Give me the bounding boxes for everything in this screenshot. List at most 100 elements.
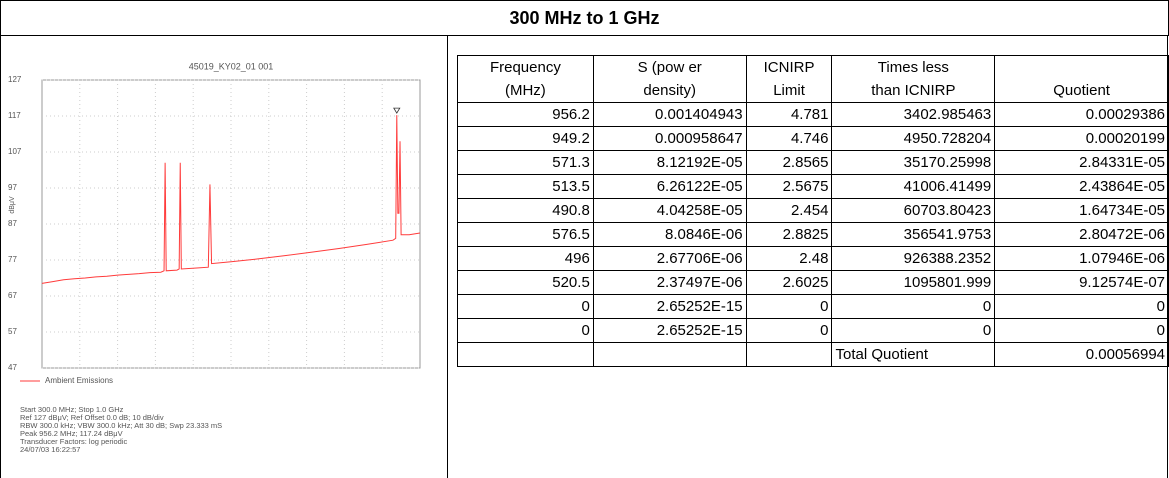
chart: 45019_KY02_01 001 dBμV 47 57 67 77 87 97 107 11…	[8, 61, 421, 454]
cell: 0	[994, 294, 1169, 319]
cell: 3402.985463	[831, 102, 996, 127]
annotation: RBW 300.0 kHz; VBW 300.0 kHz; Att 30 dB;…	[20, 421, 222, 430]
cell: 2.37497E-06	[592, 270, 747, 295]
cell: 2.43864E-05	[994, 174, 1169, 199]
header-text: ICNIRP	[763, 59, 815, 76]
header-text: (MHz)	[504, 82, 546, 99]
cell: 0	[745, 294, 833, 319]
cell: 356541.9753	[831, 222, 996, 247]
data-row: 0 2.65252E-15 0 0 0	[457, 318, 1169, 343]
cell: 2.5675	[745, 174, 833, 199]
cell: 2.84331E-05	[994, 150, 1169, 175]
cell: 4.04258E-05	[592, 198, 747, 223]
trace	[41, 115, 421, 284]
total-value: 0.00056994	[994, 342, 1169, 367]
section-title: 300 MHz to 1 GHz	[0, 0, 1169, 36]
cell: 0.00020199	[994, 126, 1169, 151]
cell: 0	[994, 318, 1169, 343]
header-text: than ICNIRP	[871, 82, 956, 99]
cell: 4950.728204	[831, 126, 996, 151]
header-text: S (pow er	[637, 59, 702, 76]
header-text: Frequency	[489, 59, 561, 76]
y-tick-label: 127	[8, 75, 22, 84]
y-tick-label: 107	[8, 147, 22, 156]
data-table: Frequency (MHz) S (pow er density) ICNIRP Lim…	[457, 55, 1169, 367]
cell: 1095801.999	[831, 270, 996, 295]
header-cell: Quotient	[994, 55, 1169, 103]
data-row: 513.5 6.26122E-05 2.5675 41006.41499 2.43864…	[457, 174, 1169, 199]
annotation: Peak 956.2 MHz; 117.24 dBμV	[20, 429, 123, 438]
cell: 571.3	[457, 150, 594, 175]
cell: 8.12192E-05	[592, 150, 747, 175]
cell: 2.65252E-15	[592, 318, 747, 343]
data-row: 520.5 2.37497E-06 2.6025 1095801.999 9.12574…	[457, 270, 1169, 295]
peak-marker	[393, 107, 401, 114]
data-row: 956.2 0.001404943 4.781 3402.985463 0.000293…	[457, 102, 1169, 127]
data-row: 571.3 8.12192E-05 2.8565 35170.25998 2.84331…	[457, 150, 1169, 175]
cell: 0.001404943	[592, 102, 747, 127]
header-text: density)	[643, 82, 696, 99]
y-tick-label: 87	[8, 219, 17, 228]
data-row: 949.2 0.000958647 4.746 4950.728204 0.000201…	[457, 126, 1169, 151]
cell: 926388.2352	[831, 246, 996, 271]
empty-cell	[457, 342, 594, 367]
cell: 41006.41499	[831, 174, 996, 199]
cell: 0	[831, 294, 996, 319]
data-row: 0 2.65252E-15 0 0 0	[457, 294, 1169, 319]
cell: 2.454	[745, 198, 833, 223]
cell: 513.5	[457, 174, 594, 199]
header-text: Times less	[877, 59, 949, 76]
total-label: Total Quotient	[831, 342, 996, 367]
total-row: Total Quotient 0.00056994	[457, 342, 1169, 367]
cell: 0	[457, 318, 594, 343]
cell: 0	[745, 318, 833, 343]
header-cell: ICNIRP Limit	[745, 55, 833, 103]
data-row: 496 2.67706E-06 2.48 926388.2352 1.07946E-06	[457, 246, 1169, 271]
cell: 2.48	[745, 246, 833, 271]
header-cell: Frequency (MHz)	[457, 55, 594, 103]
cell: 496	[457, 246, 594, 271]
cell: 2.8825	[745, 222, 833, 247]
cell: 0.000958647	[592, 126, 747, 151]
chart-cell	[0, 35, 448, 478]
cell: 1.64734E-05	[994, 198, 1169, 223]
cell: 2.65252E-15	[592, 294, 747, 319]
cell: 8.0846E-06	[592, 222, 747, 247]
header-text: Quotient	[1053, 82, 1110, 99]
y-tick-label: 117	[8, 111, 21, 120]
cell: 6.26122E-05	[592, 174, 747, 199]
cell: 1.07946E-06	[994, 246, 1169, 271]
y-tick-label: 97	[8, 183, 17, 192]
y-tick-label: 57	[8, 327, 17, 336]
header-cell: Times less than ICNIRP	[831, 55, 996, 103]
header-cell: S (pow er density)	[592, 55, 747, 103]
cell: 4.746	[745, 126, 833, 151]
cell: 2.80472E-06	[994, 222, 1169, 247]
annotation: Start 300.0 MHz; Stop 1.0 GHz	[20, 405, 124, 414]
cell: 35170.25998	[831, 150, 996, 175]
data-row: 576.5 8.0846E-06 2.8825 356541.9753 2.80472E…	[457, 222, 1169, 247]
cell: 0	[831, 318, 996, 343]
legend-label: Ambient Emissions	[45, 376, 113, 385]
cell: 576.5	[457, 222, 594, 247]
cell: 0	[457, 294, 594, 319]
cell: 9.12574E-07	[994, 270, 1169, 295]
empty-cell	[745, 342, 833, 367]
cell: 60703.80423	[831, 198, 996, 223]
cell: 949.2	[457, 126, 594, 151]
annotation: 24/07/03 16:22:57	[20, 445, 80, 454]
cell: 2.67706E-06	[592, 246, 747, 271]
cell: 4.781	[745, 102, 833, 127]
cell: 956.2	[457, 102, 594, 127]
annotation: Transducer Factors: log periodic	[20, 437, 128, 446]
data-row: 490.8 4.04258E-05 2.454 60703.80423 1.64734E…	[457, 198, 1169, 223]
y-axis-label: dBμV	[9, 196, 16, 214]
y-tick-label: 77	[8, 255, 17, 264]
header-row: Frequency (MHz) S (pow er density) ICNIRP Lim…	[457, 55, 1169, 103]
header-text: Limit	[773, 82, 805, 99]
cell: 490.8	[457, 198, 594, 223]
y-tick-label: 47	[8, 363, 17, 372]
cell: 0.00029386	[994, 102, 1169, 127]
y-tick-label: 67	[8, 291, 17, 300]
